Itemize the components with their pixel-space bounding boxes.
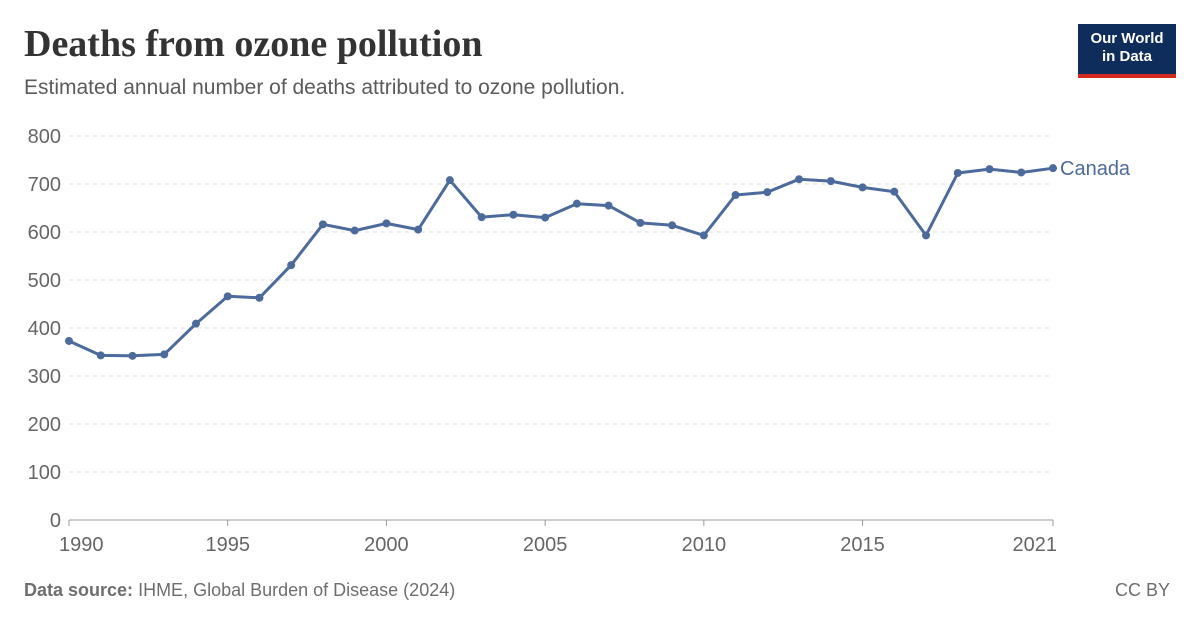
data-point: [541, 213, 550, 222]
x-tick-label: 2005: [523, 534, 568, 556]
y-tick-label: 400: [28, 318, 61, 340]
data-point: [699, 231, 708, 240]
series-label-canada: Canada: [1060, 158, 1131, 180]
data-point: [509, 210, 518, 219]
x-tick-label: 2015: [840, 534, 885, 556]
data-point: [255, 293, 264, 302]
data-point: [953, 168, 962, 177]
x-tick-label: 1995: [205, 534, 250, 556]
data-point: [604, 201, 613, 210]
x-tick-label: 2021: [1013, 534, 1058, 556]
y-tick-label: 800: [28, 126, 61, 148]
data-point: [826, 177, 835, 186]
data-source-label: Data source:: [24, 580, 134, 600]
data-point: [763, 188, 772, 197]
y-tick-label: 200: [28, 414, 61, 436]
data-point: [96, 351, 105, 360]
data-point: [731, 191, 740, 200]
x-tick-label: 2000: [364, 534, 409, 556]
logo-line-2: in Data: [1101, 48, 1152, 65]
y-tick-label: 300: [28, 366, 61, 388]
x-tick-label: 2010: [682, 534, 727, 556]
data-point: [922, 231, 931, 240]
data-point: [382, 219, 391, 228]
data-point: [572, 199, 581, 208]
data-point: [890, 187, 899, 196]
data-point: [795, 175, 804, 184]
data-point: [223, 292, 232, 301]
data-point: [414, 225, 423, 234]
data-point: [445, 176, 454, 185]
data-source-text[interactable]: IHME, Global Burden of Disease (2024): [138, 580, 456, 600]
data-point: [318, 220, 327, 229]
data-point: [65, 336, 73, 345]
data-point: [985, 165, 994, 174]
y-tick-label: 700: [28, 174, 61, 196]
chart-title: Deaths from ozone pollution: [24, 23, 483, 65]
logo-line-1: Our World: [1090, 30, 1164, 47]
data-point: [477, 213, 486, 222]
y-tick-label: 500: [28, 270, 61, 292]
data-point: [668, 221, 677, 230]
data-point: [160, 350, 169, 359]
x-tick-label: 1990: [59, 534, 104, 556]
series-line-canada: [67, 166, 1055, 358]
data-point: [128, 351, 137, 360]
owid-logo[interactable]: Our World in Data: [1078, 24, 1176, 78]
data-point: [636, 218, 645, 227]
license-link[interactable]: CC BY: [1114, 580, 1170, 600]
data-point: [1017, 168, 1026, 177]
data-point: [287, 261, 296, 270]
data-point: [1049, 164, 1057, 173]
chart-subtitle: Estimated annual number of deaths attrib…: [24, 76, 626, 99]
y-tick-label: 100: [28, 462, 61, 484]
y-tick-label: 0: [50, 510, 61, 532]
data-point: [191, 319, 200, 328]
data-source: Data source: IHME, Global Burden of Dise…: [24, 580, 455, 601]
y-tick-label: 600: [28, 222, 61, 244]
data-point: [858, 183, 867, 192]
data-point: [350, 226, 359, 235]
